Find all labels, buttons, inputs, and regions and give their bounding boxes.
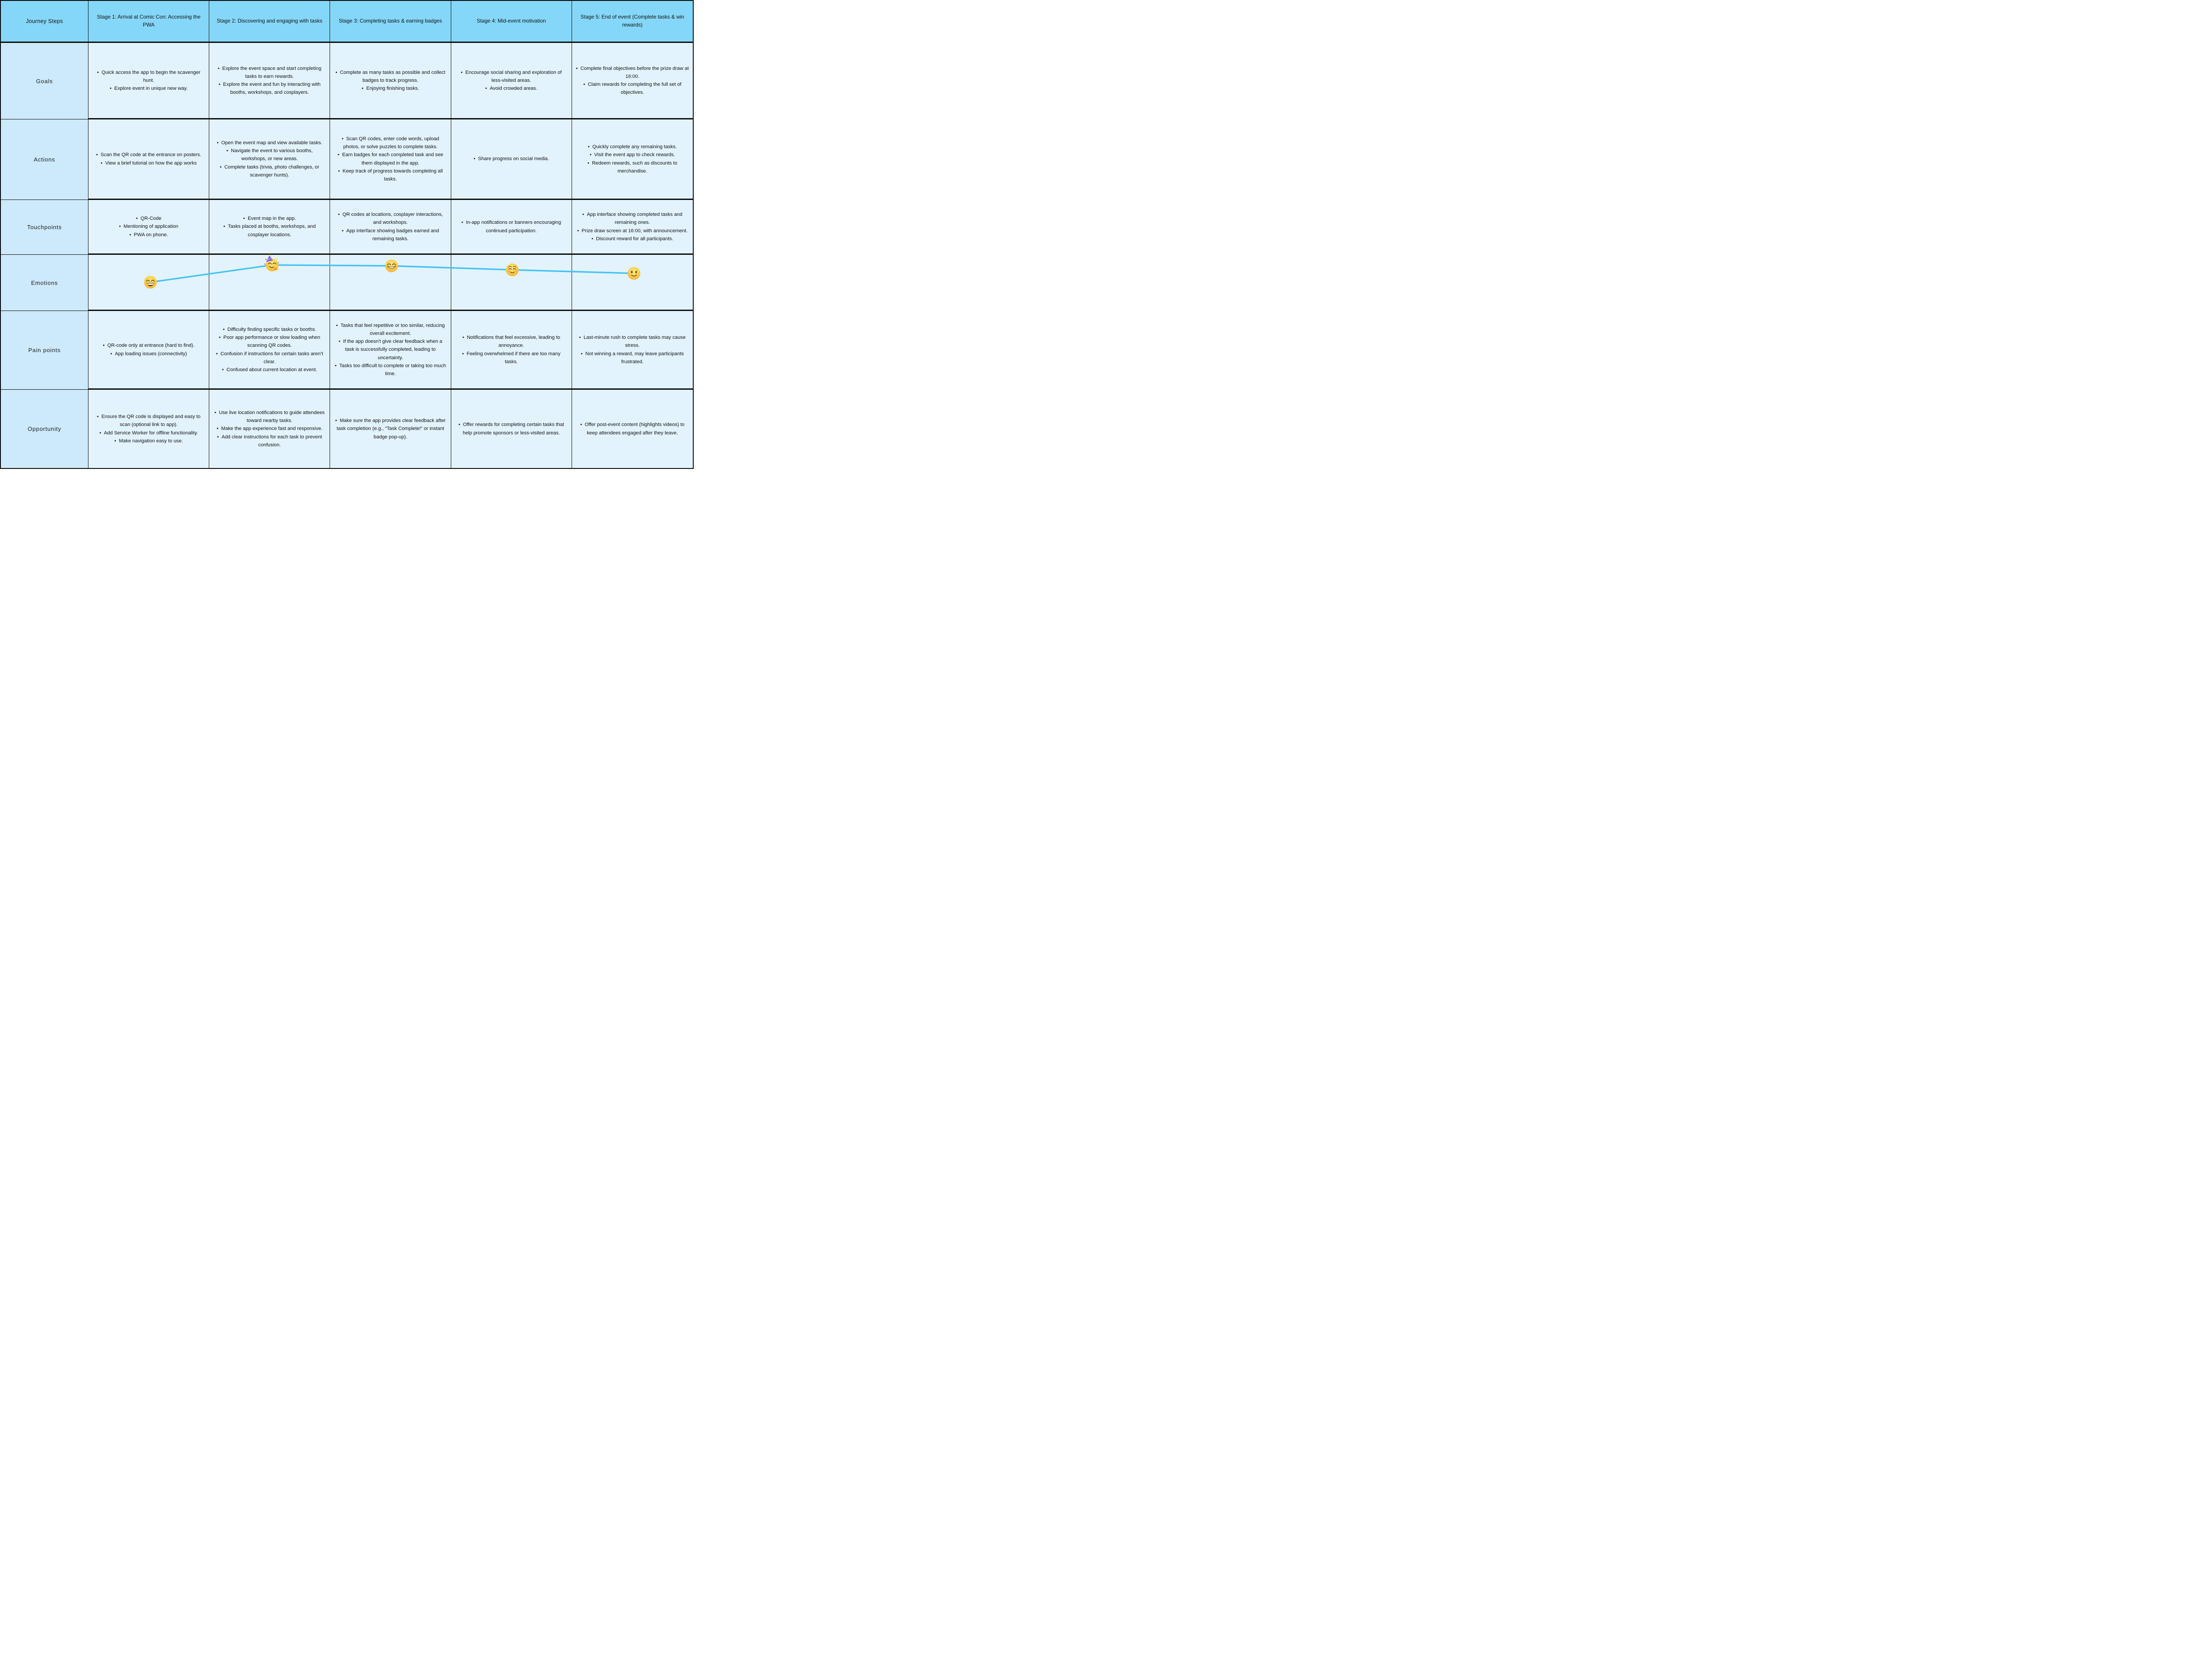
corner-header-journey-steps: Journey Steps	[1, 1, 88, 43]
bullet-item: Claim rewards for completing the full se…	[576, 81, 689, 96]
bullet-item: Scan QR codes, enter code words, upload …	[334, 135, 446, 151]
bullet-item: Tasks too difficult to complete or takin…	[334, 362, 446, 378]
bullet-item: Navigate the event to various booths, wo…	[213, 147, 326, 163]
bullet-item: App loading issues (connectivity)	[92, 350, 205, 358]
cell-actions-stage5: Quickly complete any remaining tasks.Vis…	[572, 119, 693, 200]
bullet-item: Confused about current location at event…	[213, 366, 326, 374]
cell-actions-stage2: Open the event map and view available ta…	[209, 119, 330, 200]
cell-touchpoints-stage5: App interface showing completed tasks an…	[572, 200, 693, 255]
cell-opportunity-stage1: Ensure the QR code is displayed and easy…	[88, 390, 210, 468]
bullet-item: Offer post-event content (highlights vid…	[576, 421, 689, 437]
bullet-item: Keep track of progress towards completin…	[334, 167, 446, 183]
bullet-item: Complete as many tasks as possible and c…	[334, 69, 446, 84]
bullet-item: QR-Code	[92, 215, 205, 223]
cell-actions-stage4: Share progress on social media.	[451, 119, 572, 200]
row-label-emotions: Emotions	[1, 255, 88, 311]
cell-emotions-stage4	[451, 255, 572, 311]
cell-pain-points-stage5: Last-minute rush to complete tasks may c…	[572, 311, 693, 390]
bullet-item: Ensure the QR code is displayed and easy…	[92, 413, 205, 429]
bullet-item: In-app notifications or banners encourag…	[455, 219, 568, 234]
cell-opportunity-stage3: Make sure the app provides clear feedbac…	[330, 390, 451, 468]
cell-emotions-stage3	[330, 255, 451, 311]
bullet-item: Mentioning of application	[92, 223, 205, 230]
bullet-item: Difficulty finding specific tasks or boo…	[213, 326, 326, 334]
bullet-item: Prize draw screen at 16:00, with announc…	[576, 227, 689, 235]
bullet-item: Earn badges for each completed task and …	[334, 151, 446, 167]
bullet-item: Complete final objectives before the pri…	[576, 65, 689, 81]
bullet-item: Confusion if instructions for certain ta…	[213, 350, 326, 366]
bullet-item: Tasks that feel repetitive or too simila…	[334, 322, 446, 338]
cell-touchpoints-stage2: Event map in the app.Tasks placed at boo…	[209, 200, 330, 255]
bullet-item: Last-minute rush to complete tasks may c…	[576, 334, 689, 349]
bullet-item: Visit the event app to check rewards.	[576, 151, 689, 159]
cell-goals-stage4: Encourage social sharing and exploration…	[451, 43, 572, 119]
bullet-item: Make the app experience fast and respons…	[213, 425, 326, 433]
bullet-item: Complete tasks (trivia, photo challenges…	[213, 163, 326, 179]
cell-opportunity-stage4: Offer rewards for completing certain tas…	[451, 390, 572, 468]
bullet-item: Quickly complete any remaining tasks.	[576, 143, 689, 151]
cell-emotions-stage5	[572, 255, 693, 311]
bullet-item: Notifications that feel excessive, leadi…	[455, 334, 568, 349]
bullet-item: PWA on phone.	[92, 231, 205, 239]
bullet-item: QR codes at locations, cosplayer interac…	[334, 211, 446, 226]
bullet-item: Explore the event space and start comple…	[213, 65, 326, 81]
cell-touchpoints-stage3: QR codes at locations, cosplayer interac…	[330, 200, 451, 255]
stage-header-5: Stage 5: End of event (Complete tasks & …	[572, 1, 693, 43]
cell-touchpoints-stage4: In-app notifications or banners encourag…	[451, 200, 572, 255]
bullet-item: View a brief tutorial on how the app wor…	[92, 159, 205, 167]
bullet-item: Make sure the app provides clear feedbac…	[334, 417, 446, 441]
cell-emotions-stage1	[88, 255, 210, 311]
stage-header-3: Stage 3: Completing tasks & earning badg…	[330, 1, 451, 43]
bullet-item: Offer rewards for completing certain tas…	[455, 421, 568, 437]
bullet-item: Tasks placed at booths, workshops, and c…	[213, 223, 326, 238]
bullet-item: QR-code only at entrance (hard to find).	[92, 342, 205, 349]
cell-pain-points-stage4: Notifications that feel excessive, leadi…	[451, 311, 572, 390]
bullet-item: Share progress on social media.	[455, 155, 568, 163]
bullet-item: If the app doesn't give clear feedback w…	[334, 338, 446, 361]
bullet-item: Open the event map and view available ta…	[213, 139, 326, 147]
bullet-item: Explore the event and fun by interacting…	[213, 81, 326, 96]
bullet-item: Event map in the app.	[213, 215, 326, 223]
bullet-item: Add Service Worker for offline functiona…	[92, 429, 205, 437]
bullet-item: Use live location notifications to guide…	[213, 409, 326, 425]
cell-goals-stage1: Quick access the app to begin the scaven…	[88, 43, 210, 119]
cell-opportunity-stage5: Offer post-event content (highlights vid…	[572, 390, 693, 468]
bullet-item: Encourage social sharing and exploration…	[455, 69, 568, 84]
row-label-opportunity: Opportunity	[1, 390, 88, 468]
bullet-item: Not winning a reward, may leave particip…	[576, 350, 689, 366]
bullet-item: App interface showing completed tasks an…	[576, 211, 689, 226]
stage-header-4: Stage 4: Mid-event motivation	[451, 1, 572, 43]
cell-goals-stage5: Complete final objectives before the pri…	[572, 43, 693, 119]
cell-emotions-stage2	[209, 255, 330, 311]
bullet-item: Poor app performance or slow loading whe…	[213, 334, 326, 349]
bullet-item: Feeling overwhelmed if there are too man…	[455, 350, 568, 366]
bullet-item: Quick access the app to begin the scaven…	[92, 69, 205, 84]
cell-goals-stage2: Explore the event space and start comple…	[209, 43, 330, 119]
row-label-pain-points: Pain points	[1, 311, 88, 390]
stage-header-2: Stage 2: Discovering and engaging with t…	[209, 1, 330, 43]
cell-pain-points-stage3: Tasks that feel repetitive or too simila…	[330, 311, 451, 390]
cell-touchpoints-stage1: QR-CodeMentioning of applicationPWA on p…	[88, 200, 210, 255]
bullet-item: Scan the QR code at the entrance on post…	[92, 151, 205, 159]
journey-map-table: Journey Steps Stage 1: Arrival at Comic …	[0, 0, 694, 469]
bullet-item: Add clear instructions for each task to …	[213, 433, 326, 449]
row-label-touchpoints: Touchpoints	[1, 200, 88, 255]
cell-pain-points-stage1: QR-code only at entrance (hard to find).…	[88, 311, 210, 390]
bullet-item: Make navigation easy to use.	[92, 437, 205, 445]
cell-actions-stage3: Scan QR codes, enter code words, upload …	[330, 119, 451, 200]
bullet-item: Redeem rewards, such as discounts to mer…	[576, 159, 689, 175]
cell-actions-stage1: Scan the QR code at the entrance on post…	[88, 119, 210, 200]
bullet-item: Explore event in unique new way.	[92, 84, 205, 92]
cell-pain-points-stage2: Difficulty finding specific tasks or boo…	[209, 311, 330, 390]
bullet-item: App interface showing badges earned and …	[334, 227, 446, 243]
stage-header-1: Stage 1: Arrival at Comic Con: Accessing…	[88, 1, 210, 43]
cell-opportunity-stage2: Use live location notifications to guide…	[209, 390, 330, 468]
bullet-item: Discount reward for all participants.	[576, 235, 689, 243]
bullet-item: Avoid crowded areas.	[455, 84, 568, 92]
bullet-item: Enjoying finishing tasks.	[334, 84, 446, 92]
row-label-actions: Actions	[1, 119, 88, 200]
row-label-goals: Goals	[1, 43, 88, 119]
cell-goals-stage3: Complete as many tasks as possible and c…	[330, 43, 451, 119]
